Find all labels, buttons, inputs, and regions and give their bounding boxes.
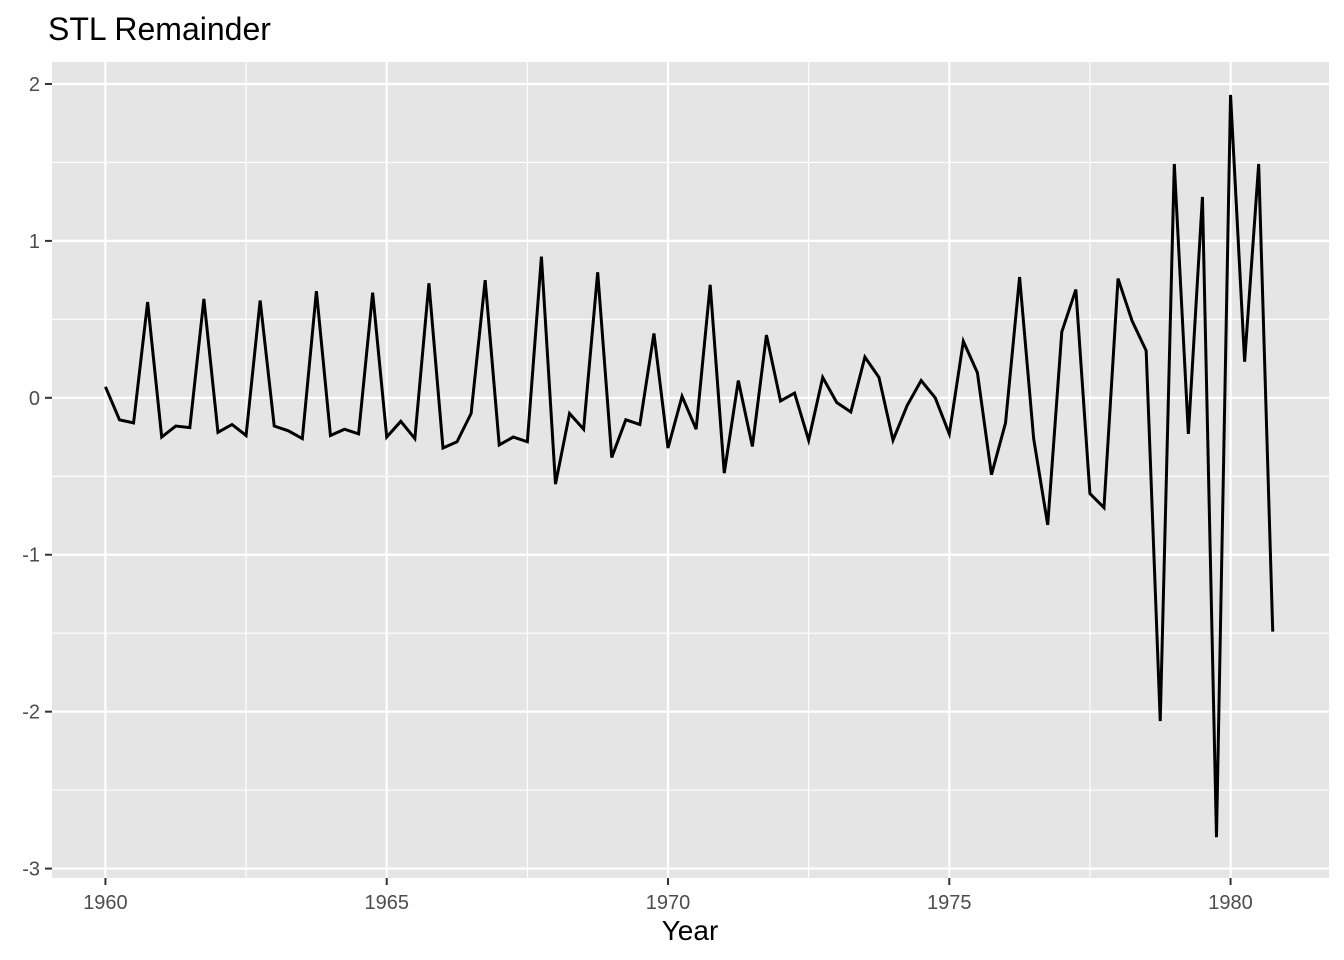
y-tick-label: -1 bbox=[22, 545, 40, 567]
y-tick-label: -3 bbox=[22, 859, 40, 881]
x-tick-label: 1975 bbox=[927, 892, 972, 914]
chart-title: STL Remainder bbox=[48, 11, 271, 47]
y-axis: -3 -2 -1 0 1 2 bbox=[22, 74, 52, 881]
x-tick-label: 1980 bbox=[1208, 892, 1253, 914]
y-tick-label: 2 bbox=[29, 74, 40, 96]
minor-gridlines bbox=[52, 62, 1329, 878]
remainder-series-line bbox=[104, 94, 1275, 838]
y-tick-label: -2 bbox=[22, 702, 40, 724]
x-axis: 1960 1965 1970 1975 1980 bbox=[83, 878, 1253, 914]
x-tick-label: 1965 bbox=[364, 892, 409, 914]
y-tick-label: 1 bbox=[29, 231, 40, 253]
data-layer bbox=[104, 94, 1275, 838]
y-tick-label: 0 bbox=[29, 388, 40, 410]
x-tick-label: 1960 bbox=[83, 892, 128, 914]
plot-panel bbox=[52, 62, 1329, 878]
x-tick-label: 1970 bbox=[646, 892, 691, 914]
x-axis-title: Year bbox=[662, 915, 719, 946]
major-gridlines bbox=[52, 62, 1329, 878]
